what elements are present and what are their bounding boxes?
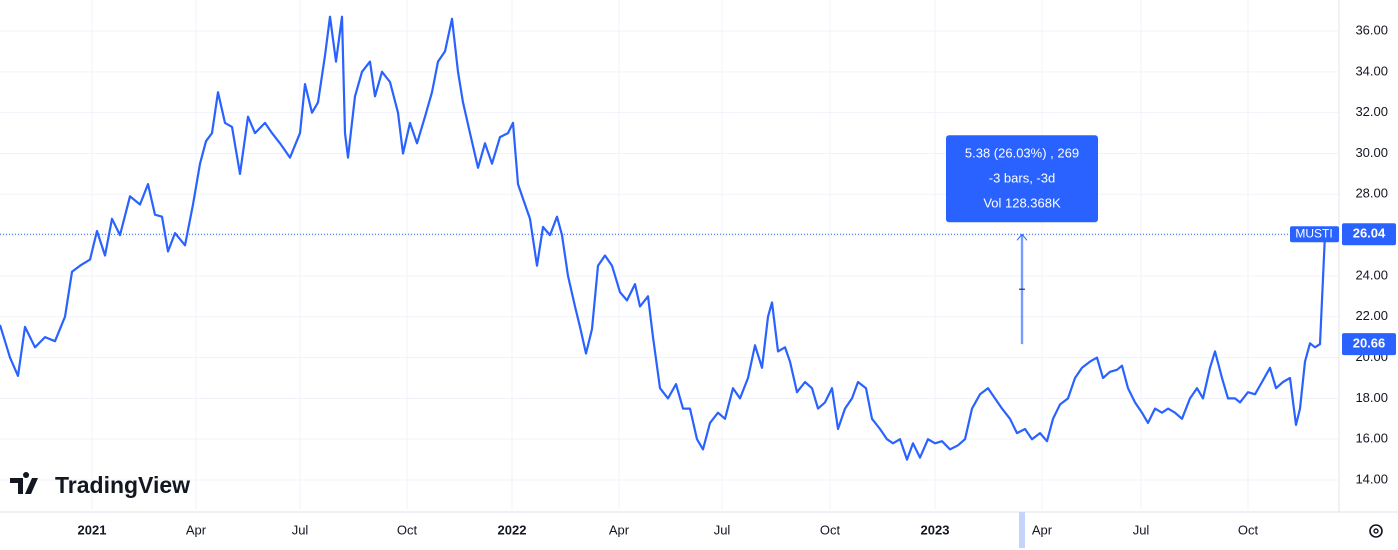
x-tick-label: Oct: [820, 522, 841, 537]
price-label: 20.66: [1353, 336, 1386, 351]
y-tick-label: 22.00: [1355, 308, 1388, 323]
price-line: [0, 15, 1327, 461]
y-tick-label: 24.00: [1355, 267, 1388, 282]
measure-arrow-head: [1016, 233, 1028, 241]
y-tick-label: 36.00: [1355, 22, 1388, 37]
measure-range: [1019, 512, 1025, 548]
x-tick-label: Apr: [609, 522, 630, 537]
x-tick-label: 2023: [921, 522, 950, 537]
measure-text: Vol 128.368K: [983, 196, 1061, 211]
x-tick-label: 2022: [498, 522, 527, 537]
y-tick-label: 14.00: [1355, 471, 1388, 486]
measure-text: -3 bars, -3d: [989, 171, 1055, 186]
logo-icon: [10, 472, 38, 494]
logo: TradingView: [10, 472, 190, 498]
watermark: TradingView: [55, 472, 190, 498]
price-label-box: [1342, 223, 1396, 246]
x-tick-label: Apr: [1032, 522, 1053, 537]
measure-text: 5.38 (26.03%) , 269: [965, 146, 1079, 161]
gear-center[interactable]: [1373, 528, 1379, 534]
settings-icon[interactable]: [1369, 524, 1383, 538]
gear[interactable]: [1369, 524, 1383, 538]
symbol-tag: [1290, 226, 1339, 243]
y-tick-label: 18.00: [1355, 390, 1388, 405]
y-tick-label: 32.00: [1355, 104, 1388, 119]
price-label-box: [1342, 333, 1396, 356]
x-tick-label: 2021: [78, 522, 107, 537]
symbol-label: MUSTI: [1295, 226, 1332, 240]
y-tick-label: 28.00: [1355, 186, 1388, 201]
x-tick-label: Apr: [186, 522, 207, 537]
x-tick-label: Jul: [714, 522, 731, 537]
price-label: 26.04: [1353, 226, 1386, 241]
x-tick-label: Jul: [1133, 522, 1150, 537]
x-tick-label: Oct: [1238, 522, 1259, 537]
x-tick-label: Jul: [292, 522, 309, 537]
x-tick-label: Oct: [397, 522, 418, 537]
y-tick-label: 34.00: [1355, 63, 1388, 78]
measure-tooltip: [946, 135, 1098, 223]
y-tick-label: 16.00: [1355, 431, 1388, 446]
y-tick-label: 30.00: [1355, 145, 1388, 160]
